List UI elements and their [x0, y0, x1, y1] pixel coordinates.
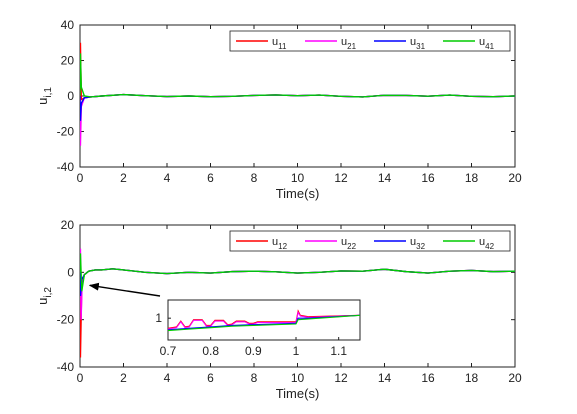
y-axis-label: ui,2: [35, 287, 54, 305]
x-tick-label: 18: [465, 371, 479, 385]
x-tick-label: 10: [291, 371, 305, 385]
series-group: [80, 42, 515, 146]
x-tick-label: 2: [120, 171, 127, 185]
series-line-3: [80, 253, 515, 292]
inset-x-tick-label: 0.9: [245, 344, 262, 358]
legend-label-sub: 11: [278, 42, 287, 51]
x-axis-label: Time(s): [276, 186, 320, 201]
inset-x-tick-label: 1: [293, 344, 300, 358]
legend-label: u21: [341, 36, 357, 51]
legend: u11 u21 u31 u41: [229, 30, 511, 52]
legend-label-sub: 31: [416, 42, 425, 51]
legend-label-base: u: [479, 236, 485, 248]
inset-series-group: [168, 309, 360, 332]
series-group: [80, 248, 515, 358]
legend-label: u32: [410, 236, 426, 251]
x-tick-label: 2: [120, 371, 127, 385]
legend-label-base: u: [341, 36, 347, 48]
x-tick-label: 14: [378, 171, 392, 185]
legend-label-sub: 41: [485, 42, 494, 51]
y-axis-label-base: u: [35, 298, 50, 305]
x-tick-label: 16: [421, 171, 435, 185]
x-tick-label: 6: [207, 171, 214, 185]
x-tick-label: 20: [508, 371, 522, 385]
legend-label-base: u: [272, 236, 278, 248]
inset-y-tick-label: 1: [155, 311, 162, 325]
legend-label: u31: [410, 36, 426, 51]
y-axis-label: ui,1: [35, 87, 54, 105]
legend-label-base: u: [479, 36, 485, 48]
y-tick-label: 20: [61, 218, 75, 232]
y-tick-label: -20: [57, 313, 75, 327]
legend-label: u42: [479, 236, 495, 251]
x-tick-label: 18: [465, 171, 479, 185]
x-tick-label: 8: [251, 371, 258, 385]
series-line-3: [80, 53, 515, 98]
y-axis-label-sub: i,2: [43, 287, 54, 298]
x-tick-label: 4: [164, 171, 171, 185]
x-tick-label: 0: [77, 371, 84, 385]
legend-box: [229, 30, 511, 52]
x-tick-label: 14: [378, 371, 392, 385]
y-axis-label-sub: i,1: [43, 87, 54, 98]
top-panel: 0 2 4 6 8 10 12 14 16 18 2040200-20-40Time(s)ui,1u…: [35, 18, 522, 201]
legend-label-sub: 12: [278, 242, 287, 251]
x-tick-label: 20: [508, 171, 522, 185]
x-tick-label: 12: [334, 171, 348, 185]
legend-label-sub: 21: [347, 42, 356, 51]
y-tick-label: -40: [57, 160, 75, 174]
x-axis-label: Time(s): [276, 386, 320, 401]
y-tick-label: 40: [61, 18, 75, 32]
y-axis-label-base: u: [35, 98, 50, 105]
y-tick-label: -40: [57, 360, 75, 374]
legend-label-base: u: [341, 236, 347, 248]
y-tick-label: 0: [67, 89, 74, 103]
legend-label: u22: [341, 236, 357, 251]
legend-label: u11: [272, 36, 287, 51]
legend-label-base: u: [272, 36, 278, 48]
inset-series-line-2: [168, 314, 360, 331]
x-tick-label: 0: [77, 171, 84, 185]
x-tick-label: 8: [251, 171, 258, 185]
x-tick-label: 16: [421, 371, 435, 385]
inset-x-tick-label: 1.1: [330, 344, 347, 358]
y-tick-label: -20: [57, 125, 75, 139]
legend-label-base: u: [410, 236, 416, 248]
legend-label-sub: 22: [347, 242, 356, 251]
bottom-panel: 0 2 4 6 8 10 12 14 16 18 20200-20-40Time(s)ui,2u12…: [35, 218, 522, 401]
legend-label-sub: 32: [416, 242, 425, 251]
inset-chart: 0.7 0.8 0.9 1 1.1 1: [88, 282, 361, 358]
y-tick-label: 0: [67, 265, 74, 279]
x-tick-label: 6: [207, 371, 214, 385]
legend-label: u12: [272, 236, 288, 251]
legend-label-base: u: [410, 36, 416, 48]
y-tick-label: 20: [61, 54, 75, 68]
x-tick-label: 12: [334, 371, 348, 385]
inset-x-tick-label: 0.8: [202, 344, 219, 358]
inset-pointer-arrow: [88, 282, 161, 297]
legend-box: [229, 230, 511, 252]
x-tick-label: 10: [291, 171, 305, 185]
legend-label-sub: 42: [485, 242, 494, 251]
x-tick-label: 4: [164, 371, 171, 385]
legend-label: u41: [479, 36, 495, 51]
inset-x-tick-label: 0.7: [160, 344, 177, 358]
legend: u12 u22 u32 u42: [229, 230, 511, 252]
inset-series-line-3: [168, 314, 360, 332]
